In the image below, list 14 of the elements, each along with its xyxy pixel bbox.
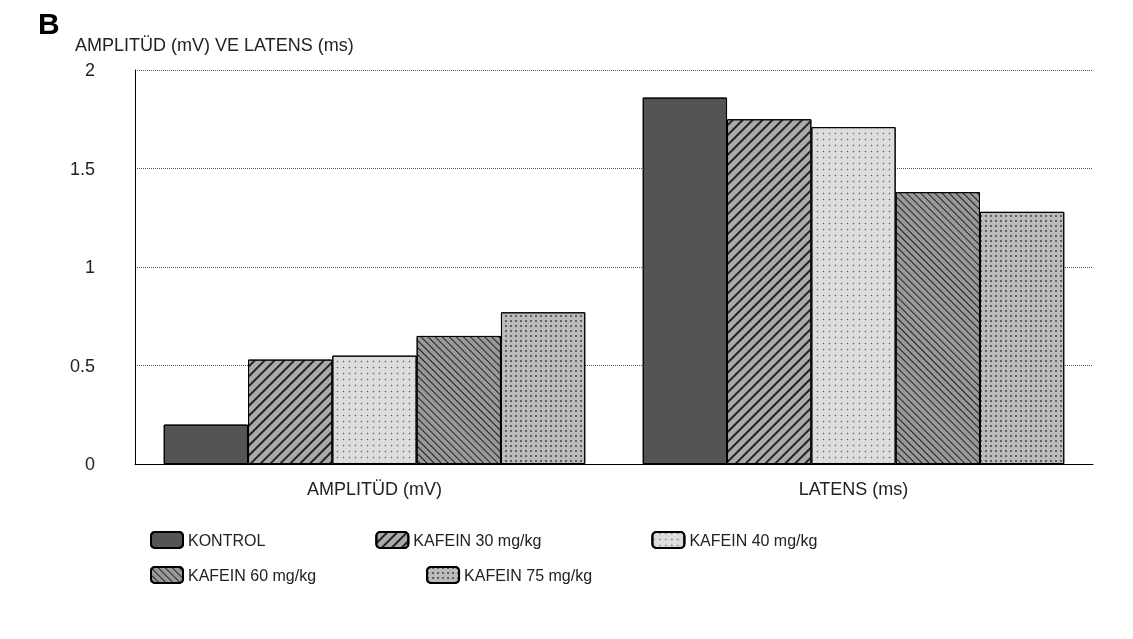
legend-label: KAFEIN 40 mg/kg: [689, 531, 818, 549]
text: B: [38, 6, 60, 40]
legend-label: KONTROL: [188, 531, 266, 549]
legend-label: KAFEIN 75 mg/kg: [464, 566, 593, 584]
legend-label: KAFEIN 60 mg/kg: [188, 566, 317, 584]
y-tick-label: 2: [84, 60, 95, 80]
y-tick-label: 1.5: [69, 158, 95, 179]
y-tick-label: 0: [84, 454, 95, 474]
x-tick-label: LATENS (ms): [798, 479, 909, 499]
y-axis-title: AMPLITÜD (mV) VE LATENS (ms): [75, 35, 354, 55]
legend-label: KAFEIN 30 mg/kg: [413, 531, 542, 549]
x-tick-label: AMPLITÜD (mV): [307, 479, 442, 499]
y-tick-label: 1: [84, 257, 95, 277]
y-tick-label: 0.5: [69, 355, 95, 376]
